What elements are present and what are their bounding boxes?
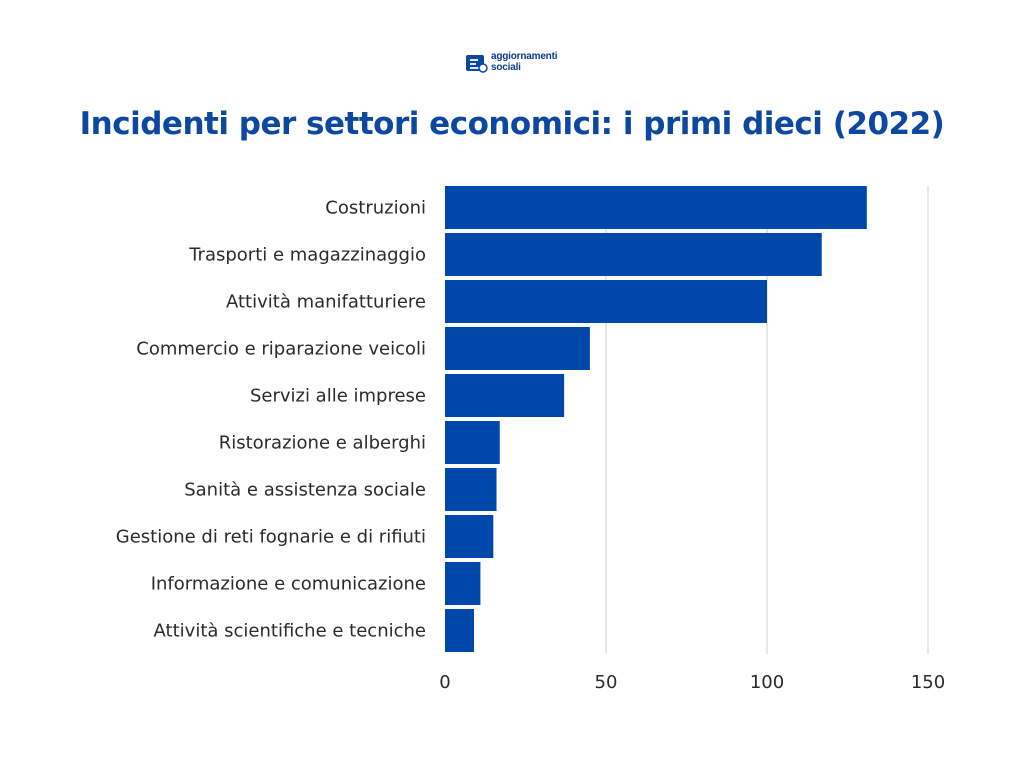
category-label: Ristorazione e alberghi [219, 433, 426, 454]
bar [445, 327, 590, 370]
x-tick-label: 50 [595, 672, 618, 693]
x-tick-label: 100 [750, 672, 784, 693]
bar [445, 562, 481, 605]
category-label: Servizi alle imprese [250, 386, 426, 407]
category-label: Attività scientifiche e tecniche [154, 621, 426, 642]
x-tick-label: 0 [439, 672, 450, 693]
bar [445, 515, 494, 558]
category-label: Commercio e riparazione veicoli [136, 339, 426, 360]
logo: aggiornamenti sociali [466, 52, 557, 73]
x-tick-label: 150 [911, 672, 945, 693]
category-label: Trasporti e magazzinaggio [188, 245, 426, 266]
logo-line-2: sociali [491, 62, 521, 73]
bar [445, 421, 500, 464]
category-label: Gestione di reti fognarie e di rifiuti [116, 527, 426, 548]
logo-text: aggiornamenti sociali [491, 52, 557, 73]
bar [445, 468, 497, 511]
bar [445, 280, 767, 323]
logo-line-1: aggiornamenti [491, 51, 558, 62]
logo-mark-icon [466, 54, 488, 73]
bar [445, 233, 822, 276]
category-label: Sanità e assistenza sociale [184, 480, 426, 501]
bar [445, 609, 474, 652]
category-label: Attività manifatturiere [226, 292, 426, 313]
category-label: Costruzioni [325, 198, 426, 219]
bar [445, 374, 565, 417]
category-label: Informazione e comunicazione [151, 574, 426, 595]
chart-title: Incidenti per settori economici: i primi… [79, 106, 945, 142]
bar [445, 186, 867, 229]
